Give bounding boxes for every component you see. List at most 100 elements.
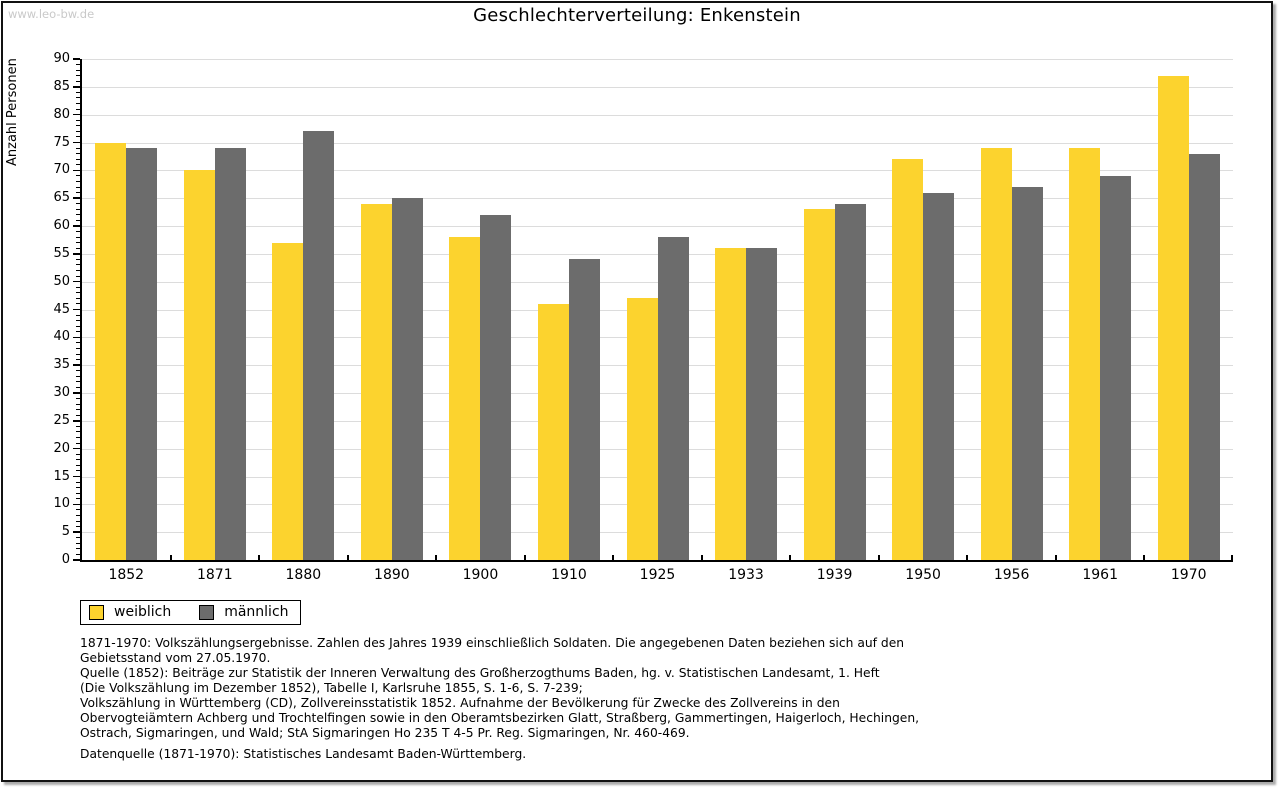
y-minor-tick-74 — [76, 147, 80, 149]
y-minor-tick-81 — [76, 108, 80, 110]
y-minor-tick-53 — [76, 264, 80, 266]
y-minor-tick-27 — [76, 409, 80, 411]
y-minor-tick-57 — [76, 242, 80, 244]
legend-label-weiblich: weiblich — [114, 604, 172, 620]
bar-weiblich-1933 — [715, 248, 747, 560]
y-minor-tick-36 — [76, 359, 80, 361]
bar-weiblich-1852 — [95, 142, 127, 560]
bar-weiblich-1910 — [537, 303, 569, 560]
y-minor-tick-44 — [76, 314, 80, 316]
y-minor-tick-52 — [76, 270, 80, 272]
y-axis-label-80: 80 — [53, 106, 70, 122]
y-minor-tick-34 — [76, 370, 80, 372]
x-tick-10 — [966, 555, 969, 560]
bar-weiblich-1939 — [803, 209, 835, 560]
y-minor-tick-22 — [76, 437, 80, 439]
y-axis-label-30: 30 — [53, 385, 70, 400]
bar-männlich-1956 — [1011, 187, 1043, 560]
y-minor-tick-68 — [76, 180, 80, 182]
y-major-tick-40 — [73, 336, 80, 339]
x-axis-label-1956: 1956 — [993, 567, 1030, 583]
bar-weiblich-1950 — [892, 159, 924, 560]
y-minor-tick-78 — [76, 125, 80, 127]
maennlich-swatch-icon — [199, 604, 215, 620]
legend-item-maennlich: männlich — [199, 604, 289, 620]
y-minor-tick-41 — [76, 331, 80, 333]
y-minor-tick-12 — [76, 492, 80, 494]
y-minor-tick-48 — [76, 292, 80, 294]
x-axis-label-1910: 1910 — [551, 567, 587, 583]
y-minor-tick-89 — [76, 64, 80, 66]
y-minor-tick-82 — [76, 103, 80, 105]
y-minor-tick-39 — [76, 342, 80, 344]
y-minor-tick-71 — [76, 164, 80, 166]
y-minor-tick-49 — [76, 286, 80, 288]
y-minor-tick-87 — [76, 75, 80, 77]
y-minor-tick-38 — [76, 347, 80, 349]
y-axis-label-55: 55 — [53, 245, 70, 261]
y-minor-tick-32 — [76, 381, 80, 383]
gridline-75 — [82, 142, 1233, 144]
bar-männlich-1890 — [391, 198, 423, 560]
watermark: www.leo-bw.de — [8, 7, 95, 21]
y-minor-tick-6 — [76, 526, 80, 528]
y-minor-tick-8 — [76, 514, 80, 516]
weiblich-swatch-icon — [89, 604, 104, 620]
x-tick-11 — [1054, 555, 1057, 560]
bar-weiblich-1956 — [980, 148, 1012, 560]
footnote-line-2: Gebietsstand vom 27.05.1970. — [80, 651, 271, 665]
y-minor-tick-16 — [76, 470, 80, 472]
bar-weiblich-1880 — [272, 242, 304, 560]
y-minor-tick-72 — [76, 158, 80, 160]
bar-männlich-1950 — [923, 192, 955, 560]
y-minor-tick-64 — [76, 203, 80, 205]
y-axis-label-15: 15 — [53, 468, 70, 484]
y-major-tick-50 — [73, 280, 80, 283]
y-minor-tick-11 — [76, 498, 80, 500]
y-minor-tick-83 — [76, 97, 80, 99]
y-major-tick-10 — [73, 503, 80, 506]
footnote-line-4: (Die Volkszählung im Dezember 1852), Tab… — [80, 681, 583, 695]
chart-title: Geschlechterverteilung: Enkenstein — [473, 5, 801, 26]
x-tick-9 — [877, 555, 880, 560]
y-minor-tick-24 — [76, 425, 80, 427]
y-minor-tick-59 — [76, 231, 80, 233]
y-axis-label-45: 45 — [53, 301, 70, 317]
gridline-60 — [82, 226, 1233, 227]
bar-weiblich-1871 — [183, 170, 215, 560]
x-tick-7 — [700, 555, 703, 560]
bar-männlich-1871 — [214, 148, 246, 560]
footnote-lines: 1871-1970: Volkszählungsergebnisse. Zahl… — [80, 636, 919, 741]
y-axis-label-70: 70 — [53, 162, 70, 178]
y-axis-label-75: 75 — [53, 134, 70, 150]
bar-männlich-1961 — [1100, 175, 1132, 560]
y-major-tick-55 — [73, 253, 80, 255]
y-major-tick-35 — [73, 364, 80, 366]
y-minor-tick-21 — [76, 442, 80, 444]
footnote-line-7: Ostrach, Sigmaringen, und Wald; StA Sigm… — [80, 726, 690, 740]
x-axis-label-1871: 1871 — [196, 567, 233, 583]
y-axis-label-60: 60 — [53, 218, 70, 233]
y-minor-tick-9 — [76, 509, 80, 511]
y-minor-tick-63 — [76, 208, 80, 210]
gridline-80 — [82, 114, 1233, 116]
x-tick-6 — [612, 555, 615, 560]
y-minor-tick-14 — [76, 481, 80, 483]
y-minor-tick-51 — [76, 275, 80, 277]
y-axis-label-5: 5 — [61, 524, 70, 540]
y-axis-label-20: 20 — [53, 440, 70, 456]
y-minor-tick-79 — [76, 119, 80, 121]
y-major-tick-70 — [73, 169, 80, 172]
y-minor-tick-73 — [76, 153, 80, 155]
x-tick-8 — [789, 555, 792, 560]
plot-area: 0 5 10 15 20 25 30 35 40 45 50 55 60 65 70 75 80 85 90 1852… — [53, 51, 1233, 583]
y-minor-tick-43 — [76, 320, 80, 322]
footnote-line-3: Quelle (1852): Beiträge zur Statistik de… — [80, 666, 880, 680]
x-tick-4 — [435, 555, 438, 560]
x-tick-3 — [346, 555, 349, 560]
y-major-tick-15 — [73, 475, 80, 478]
y-major-tick-20 — [73, 447, 80, 450]
y-axis-label-35: 35 — [53, 357, 70, 373]
y-major-tick-45 — [73, 308, 80, 311]
y-axis-label-40: 40 — [53, 329, 70, 345]
